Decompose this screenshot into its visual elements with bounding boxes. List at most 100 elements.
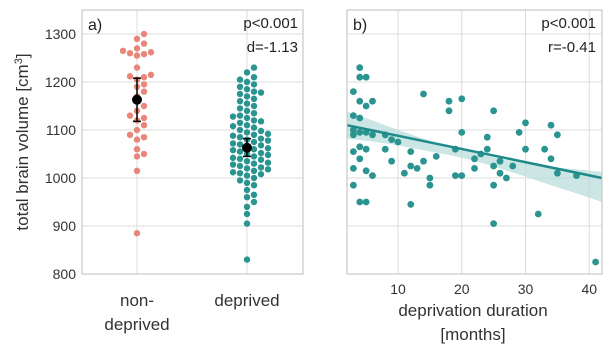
- data-point: [257, 149, 265, 157]
- data-point: [490, 181, 498, 189]
- category-label: deprived: [104, 315, 169, 334]
- data-point: [250, 138, 258, 146]
- data-point: [229, 161, 237, 168]
- data-point: [349, 181, 357, 189]
- panel-b-regression-line: [346, 123, 603, 180]
- data-point: [264, 130, 272, 138]
- data-point: [356, 97, 364, 105]
- data-point: [483, 145, 491, 153]
- data-point: [349, 148, 357, 156]
- data-point: [250, 160, 258, 167]
- data-point: [509, 162, 517, 170]
- data-point: [264, 145, 272, 152]
- data-point: [257, 89, 265, 96]
- data-point: [243, 194, 251, 201]
- data-point: [243, 203, 251, 210]
- data-point: [553, 131, 561, 139]
- data-point: [407, 201, 415, 208]
- data-point: [257, 164, 265, 171]
- data-point: [236, 148, 244, 155]
- y-tick-label: 1300: [45, 26, 76, 42]
- data-point: [483, 133, 491, 141]
- data-point: [349, 126, 357, 134]
- data-point: [356, 73, 364, 81]
- data-point: [250, 110, 258, 117]
- panel-a-frame: [81, 9, 304, 275]
- data-point: [490, 220, 498, 228]
- data-point: [133, 64, 141, 71]
- data-point: [458, 129, 466, 136]
- data-point: [126, 112, 134, 119]
- data-point: [236, 119, 244, 127]
- data-point: [356, 114, 364, 122]
- data-point: [236, 134, 244, 141]
- data-point: [547, 121, 555, 129]
- data-point: [229, 169, 237, 176]
- data-point: [243, 93, 251, 100]
- data-point: [236, 83, 244, 91]
- data-point: [388, 136, 396, 144]
- data-point: [471, 155, 478, 163]
- panel-b: b) p<0.001 r=-0.41 10 20 30 40 deprivation …: [346, 9, 603, 344]
- y-tick-label: 800: [53, 266, 77, 282]
- data-point: [229, 140, 237, 147]
- data-point: [445, 97, 453, 105]
- data-point: [264, 159, 272, 166]
- data-point: [257, 142, 265, 149]
- data-point: [490, 162, 498, 170]
- data-point: [257, 135, 265, 142]
- data-point: [407, 148, 415, 156]
- x-tick-label: 10: [390, 281, 406, 297]
- data-point: [140, 74, 148, 81]
- data-point: [250, 191, 258, 198]
- data-point: [140, 81, 148, 88]
- data-point: [119, 47, 127, 54]
- data-point: [522, 119, 529, 127]
- data-point: [381, 145, 389, 153]
- y-tick-label: 1000: [45, 170, 76, 186]
- data-point: [356, 143, 364, 151]
- panel-a-points: [119, 30, 272, 263]
- data-point: [126, 50, 134, 57]
- data-point: [264, 151, 272, 159]
- data-point: [420, 157, 427, 165]
- mean-marker: [242, 142, 252, 153]
- y-tick-label: 900: [53, 218, 77, 234]
- data-point: [236, 112, 244, 119]
- data-point: [236, 126, 244, 134]
- data-point: [243, 256, 251, 263]
- data-point: [236, 90, 244, 98]
- data-point: [257, 156, 265, 163]
- data-point: [236, 105, 244, 112]
- data-point: [394, 138, 402, 146]
- data-point: [229, 122, 237, 130]
- data-point: [229, 113, 237, 120]
- x-tick-label: 40: [581, 281, 597, 297]
- data-point: [243, 86, 251, 93]
- data-point: [250, 182, 258, 189]
- data-point: [243, 210, 251, 218]
- panel-a-label: a): [88, 17, 102, 34]
- data-point: [250, 74, 258, 81]
- data-point: [257, 170, 265, 178]
- data-point: [400, 169, 408, 177]
- data-point: [362, 145, 370, 153]
- data-point: [243, 158, 251, 165]
- data-point: [250, 124, 258, 131]
- data-point: [243, 129, 251, 136]
- data-point: [133, 45, 141, 52]
- data-point: [250, 131, 258, 138]
- data-point: [250, 198, 258, 206]
- data-point: [243, 100, 251, 107]
- category-label: deprived: [214, 291, 279, 310]
- data-point: [147, 71, 155, 79]
- data-point: [553, 169, 561, 177]
- data-point: [445, 107, 453, 115]
- panel-b-label: b): [353, 17, 367, 34]
- data-point: [356, 198, 364, 206]
- data-point: [236, 155, 244, 162]
- panel-b-effect-size: r=-0.41: [548, 39, 596, 56]
- data-point: [243, 107, 251, 115]
- data-point: [133, 35, 141, 42]
- data-point: [243, 78, 251, 86]
